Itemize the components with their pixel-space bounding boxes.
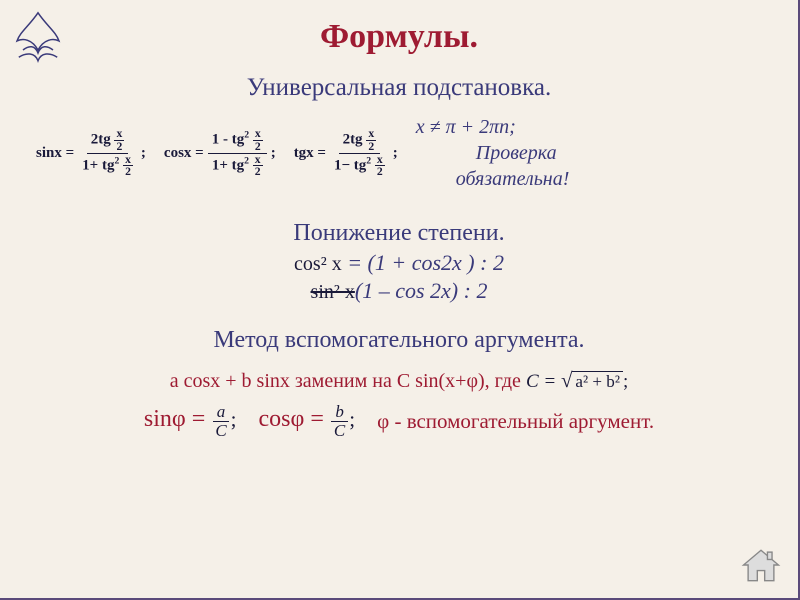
universal-condition: x ≠ π + 2πn; Проверка обязательна! <box>416 114 570 192</box>
formula-sinx: sinx = 2tg x2 1+ tg2 x2 ; <box>36 128 146 178</box>
page-title: Формулы. <box>0 0 798 56</box>
condition-line1: x ≠ π + 2πn; <box>416 114 570 140</box>
power-formulas: cos² x = (1 + cos2x ) : 2 sin² x(1 – cos… <box>0 249 798 305</box>
power-heading: Понижение степени. <box>0 220 798 247</box>
tgx-lhs: tgx = <box>294 145 326 162</box>
ornament-logo <box>8 8 68 68</box>
cosx-lhs: cosx = <box>164 145 204 162</box>
aux-line2: sinφ = a C ; cosφ = b C ; φ - вспомогате… <box>0 403 798 440</box>
sinx-lhs: sinx = <box>36 145 74 162</box>
phi-note: φ - вспомогательный аргумент. <box>377 409 654 434</box>
home-icon[interactable] <box>738 542 784 588</box>
cos2x-lhs: cos² x <box>294 253 342 275</box>
aux-line1: a cosx + b sinx заменим на C sin(x+φ), г… <box>0 370 798 393</box>
sin2x-rhs: (1 – cos 2x) : 2 <box>355 278 488 303</box>
condition-line3: обязательна! <box>416 166 570 192</box>
cos2x-rhs: = (1 + cos2x ) : 2 <box>342 250 504 275</box>
sin2x-lhs: sin² x <box>311 281 355 303</box>
cos-phi: cosφ = b C ; <box>259 403 356 440</box>
formula-cosx: cosx = 1 - tg2 x2 1+ tg2 x2 ; <box>164 128 276 178</box>
condition-line2: Проверка <box>416 140 570 166</box>
universal-formulas: sinx = 2tg x2 1+ tg2 x2 ; cosx = 1 - tg2… <box>0 114 798 192</box>
aux-line1-text: a cosx + b sinx заменим на C sin(x+φ), г… <box>170 370 526 392</box>
sin-phi: sinφ = a C ; <box>144 403 237 440</box>
universal-heading: Универсальная подстановка. <box>0 74 798 102</box>
aux-C-def: C = √a² + b²; <box>526 371 628 392</box>
formula-tgx: tgx = 2tg x2 1− tg2 x2 ; <box>294 128 398 178</box>
aux-heading: Метод вспомогательного аргумента. <box>0 327 798 354</box>
